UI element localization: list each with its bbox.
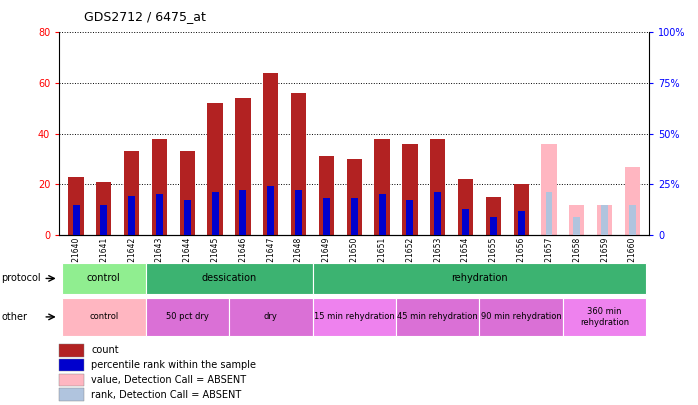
Text: control: control bbox=[89, 312, 119, 322]
Bar bbox=[430, 139, 445, 235]
Bar bbox=[59, 374, 84, 386]
Text: 90 min rehydration: 90 min rehydration bbox=[481, 312, 561, 322]
Bar bbox=[239, 190, 246, 235]
Text: rehydration: rehydration bbox=[451, 273, 507, 283]
Bar bbox=[514, 184, 529, 235]
Bar bbox=[291, 93, 306, 235]
Text: 15 min rehydration: 15 min rehydration bbox=[314, 312, 394, 322]
Bar bbox=[490, 217, 497, 235]
Bar bbox=[124, 151, 140, 235]
Bar bbox=[73, 205, 80, 235]
Bar bbox=[480, 298, 563, 336]
Bar bbox=[128, 196, 135, 235]
Bar bbox=[267, 186, 274, 235]
Text: 50 pct dry: 50 pct dry bbox=[166, 312, 209, 322]
Bar bbox=[68, 177, 84, 235]
Bar bbox=[313, 298, 396, 336]
Bar bbox=[347, 159, 362, 235]
Bar bbox=[59, 344, 84, 357]
Bar bbox=[406, 200, 413, 235]
Text: 45 min rehydration: 45 min rehydration bbox=[397, 312, 478, 322]
Bar bbox=[184, 200, 191, 235]
Bar bbox=[207, 103, 223, 235]
Bar bbox=[146, 263, 313, 294]
Bar bbox=[62, 298, 146, 336]
Bar bbox=[156, 194, 163, 235]
Text: value, Detection Call = ABSENT: value, Detection Call = ABSENT bbox=[91, 375, 246, 385]
Text: count: count bbox=[91, 345, 119, 356]
Bar bbox=[96, 182, 112, 235]
Bar bbox=[319, 156, 334, 235]
Text: rank, Detection Call = ABSENT: rank, Detection Call = ABSENT bbox=[91, 390, 242, 400]
Bar bbox=[211, 192, 218, 235]
Text: control: control bbox=[87, 273, 121, 283]
Bar bbox=[625, 166, 640, 235]
Bar bbox=[351, 198, 357, 235]
Bar bbox=[518, 211, 525, 235]
Text: other: other bbox=[1, 312, 27, 322]
Text: dry: dry bbox=[264, 312, 278, 322]
Bar bbox=[229, 298, 313, 336]
Bar bbox=[263, 73, 279, 235]
Text: GDS2712 / 6475_at: GDS2712 / 6475_at bbox=[84, 10, 206, 23]
Text: dessication: dessication bbox=[202, 273, 257, 283]
Bar bbox=[378, 194, 385, 235]
Bar bbox=[101, 205, 107, 235]
Bar bbox=[179, 151, 195, 235]
Bar bbox=[295, 190, 302, 235]
Bar bbox=[59, 359, 84, 371]
Bar bbox=[458, 179, 473, 235]
Bar bbox=[546, 192, 552, 235]
Text: percentile rank within the sample: percentile rank within the sample bbox=[91, 360, 256, 370]
Bar bbox=[563, 298, 646, 336]
Bar bbox=[597, 205, 612, 235]
Bar bbox=[396, 298, 480, 336]
Bar bbox=[462, 209, 469, 235]
Bar bbox=[542, 144, 556, 235]
Bar bbox=[402, 144, 417, 235]
Bar bbox=[152, 139, 167, 235]
Bar bbox=[235, 98, 251, 235]
Bar bbox=[601, 205, 608, 235]
Bar bbox=[146, 298, 229, 336]
Bar bbox=[629, 205, 636, 235]
Bar bbox=[59, 388, 84, 401]
Bar bbox=[569, 205, 584, 235]
Bar bbox=[374, 139, 389, 235]
Text: protocol: protocol bbox=[1, 273, 41, 283]
Bar bbox=[434, 192, 441, 235]
Bar bbox=[313, 263, 646, 294]
Bar bbox=[486, 197, 501, 235]
Bar bbox=[323, 198, 330, 235]
Bar bbox=[573, 217, 580, 235]
Bar bbox=[62, 263, 146, 294]
Text: 360 min
rehydration: 360 min rehydration bbox=[580, 307, 629, 326]
